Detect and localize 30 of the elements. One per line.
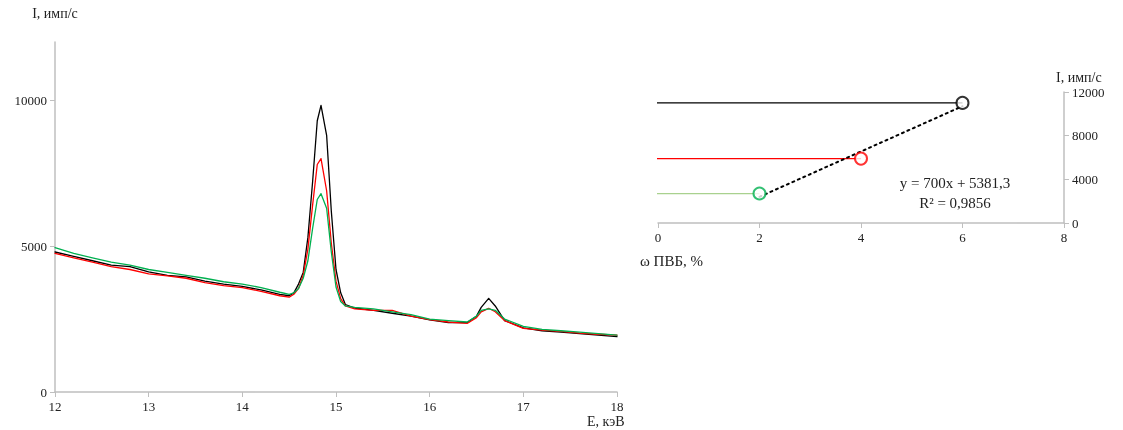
y-tick-label: 4000	[1072, 171, 1098, 187]
y-tick-label: 5000	[21, 238, 47, 254]
x-tick-label: 18	[610, 399, 624, 414]
y-tick-label: 10000	[14, 92, 47, 108]
y-axis-title: I, имп/с	[32, 5, 78, 21]
x-axis-title: Е, кэВ	[587, 413, 625, 429]
annotation: R² = 0,9856	[919, 194, 992, 211]
line-series	[54, 104, 618, 338]
x-tick-label: 6	[959, 230, 967, 245]
x-tick-label: 13	[142, 399, 156, 414]
x-tick-label: 17	[516, 399, 531, 414]
point	[752, 186, 767, 201]
x-tick-label: 8	[1060, 230, 1068, 245]
y-tick-label: 0	[1072, 215, 1079, 231]
x-tick-label: 2	[756, 230, 763, 245]
y-tick-label: 8000	[1072, 128, 1098, 144]
x-tick-label: 14	[235, 399, 250, 414]
annotation: y = 700x + 5381,3	[899, 174, 1011, 191]
y-tick-label: 0	[40, 384, 47, 400]
y-axis-title: I, имп/с	[1056, 69, 1102, 85]
x-tick-label: 4	[857, 230, 865, 245]
point	[854, 151, 868, 166]
x-tick-label: 12	[48, 399, 62, 414]
x-axis-title: ω ПВБ, %	[639, 252, 703, 269]
x-tick-label: 16	[423, 399, 437, 414]
x-tick-label: 15	[329, 399, 343, 414]
point	[955, 95, 970, 110]
y-tick-label: 12000	[1072, 84, 1105, 100]
line-series	[54, 193, 618, 336]
x-tick-label: 0	[654, 230, 662, 245]
